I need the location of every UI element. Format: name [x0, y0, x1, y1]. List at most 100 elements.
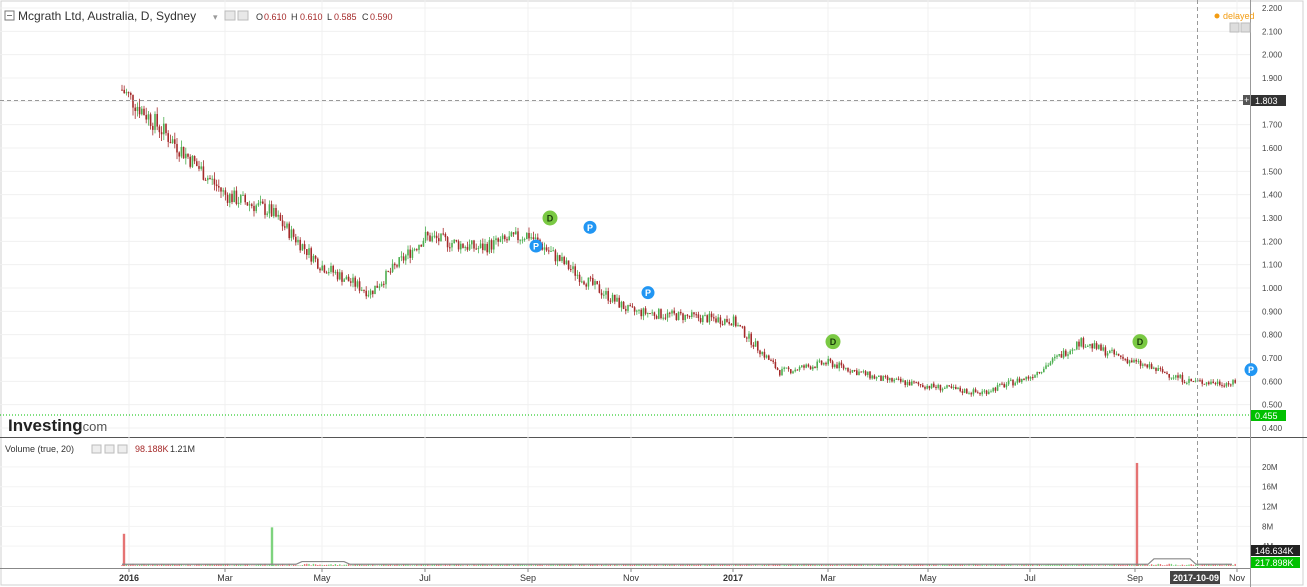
candle-body: [460, 243, 462, 250]
candle-body: [935, 386, 937, 389]
volume-bar: [1139, 565, 1142, 566]
volume-bar: [589, 563, 592, 566]
candle-body: [297, 239, 299, 243]
p-marker[interactable]: [641, 286, 655, 300]
candle-body: [519, 239, 521, 241]
volume-bar: [697, 563, 700, 566]
crosshair-plus-icon[interactable]: [1243, 95, 1250, 105]
candle-body: [730, 323, 733, 326]
candle-body: [748, 333, 750, 339]
last-price-badge: [1251, 410, 1286, 421]
instrument-title: Mcgrath Ltd, Australia, D, Sydney: [18, 9, 196, 23]
candle-body: [666, 312, 669, 318]
volume-bar: [955, 563, 957, 566]
candle-body: [1073, 349, 1076, 351]
volume-bar: [1062, 564, 1065, 566]
candle-body: [581, 281, 583, 283]
dividend-marker[interactable]: [542, 210, 558, 226]
candle-body: [1205, 382, 1208, 385]
hide-icon[interactable]: [237, 10, 249, 21]
dividend-marker[interactable]: [825, 334, 841, 350]
volume-hide-icon[interactable]: [104, 444, 115, 454]
volume-bar: [691, 564, 693, 566]
candle-body: [411, 249, 414, 258]
volume-bar: [913, 564, 915, 566]
candle-body: [200, 166, 202, 169]
volume-bar: [180, 564, 183, 566]
candle-body: [270, 204, 273, 217]
candle-body: [699, 318, 702, 323]
volume-bar: [710, 564, 713, 566]
candle-body: [915, 382, 917, 384]
volume-close-icon[interactable]: [117, 444, 128, 454]
volume-bar: [1007, 563, 1010, 566]
candle-body: [512, 232, 515, 235]
candle-body: [202, 166, 205, 180]
volume-bar: [1181, 564, 1184, 566]
volume-bar: [1021, 564, 1023, 566]
candle-body: [589, 277, 592, 279]
candle-body: [299, 239, 301, 251]
candle-body: [1214, 383, 1217, 385]
volume-bar: [880, 564, 882, 566]
chevron-down-icon[interactable]: ▾: [213, 12, 218, 22]
candle-body: [1190, 378, 1192, 382]
fullscreen-icon[interactable]: [1240, 22, 1251, 33]
volume-bar: [633, 564, 636, 566]
p-marker[interactable]: [583, 220, 597, 234]
candle-body: [156, 114, 158, 127]
candle-body: [424, 231, 427, 241]
candle-body: [486, 243, 488, 253]
candle-body: [220, 187, 222, 192]
volume-tick-label: 16M: [1262, 483, 1278, 492]
volume-bar: [585, 565, 587, 566]
volume-bar: [1161, 565, 1164, 566]
candle-body: [677, 311, 680, 321]
volume-bar: [389, 564, 392, 566]
candle-body: [889, 378, 891, 381]
volume-settings-icon[interactable]: [91, 444, 102, 454]
candle-body: [933, 383, 935, 387]
volume-bar: [1190, 564, 1192, 566]
candle-body: [1159, 368, 1162, 370]
volume-bar: [178, 564, 180, 566]
volume-bar: [486, 564, 488, 566]
candle-body: [790, 369, 792, 374]
volume-bar: [616, 564, 618, 566]
settings-icon[interactable]: [224, 10, 236, 21]
volume-bar: [1076, 564, 1078, 566]
volume-bar: [209, 563, 211, 566]
candle-body: [134, 107, 136, 111]
volume-bar: [306, 563, 308, 566]
candle-body: [820, 360, 823, 365]
candle-body: [154, 114, 156, 130]
p-marker[interactable]: [1244, 363, 1258, 377]
volume-bar: [224, 564, 227, 566]
volume-bar: [933, 564, 935, 566]
volume-bar: [1113, 563, 1115, 566]
lock-icon[interactable]: [1229, 22, 1240, 33]
candle-body: [449, 247, 451, 249]
volume-bar: [847, 565, 849, 566]
candle-body: [409, 249, 411, 258]
candle-body: [798, 366, 801, 370]
p-marker[interactable]: [529, 239, 543, 253]
candle-body: [1058, 354, 1060, 356]
candle-body: [882, 376, 884, 381]
volume-bar: [636, 564, 638, 566]
candle-body: [598, 284, 601, 293]
chart-header: Mcgrath Ltd, Australia, D, Sydney ▾ O 0.…: [4, 9, 393, 23]
volume-bar: [677, 565, 680, 566]
dividend-marker[interactable]: [1132, 334, 1148, 350]
candle-body: [884, 376, 887, 378]
price-tick-label: 1.200: [1262, 237, 1283, 246]
candle-body: [1219, 381, 1221, 385]
candle-body: [1146, 364, 1148, 368]
volume-bar: [1126, 563, 1129, 566]
candle-body: [671, 310, 673, 314]
volume-bar: [449, 564, 451, 566]
volume-bar: [1153, 564, 1155, 566]
candle-body: [620, 301, 623, 308]
volume-bar: [488, 565, 491, 566]
